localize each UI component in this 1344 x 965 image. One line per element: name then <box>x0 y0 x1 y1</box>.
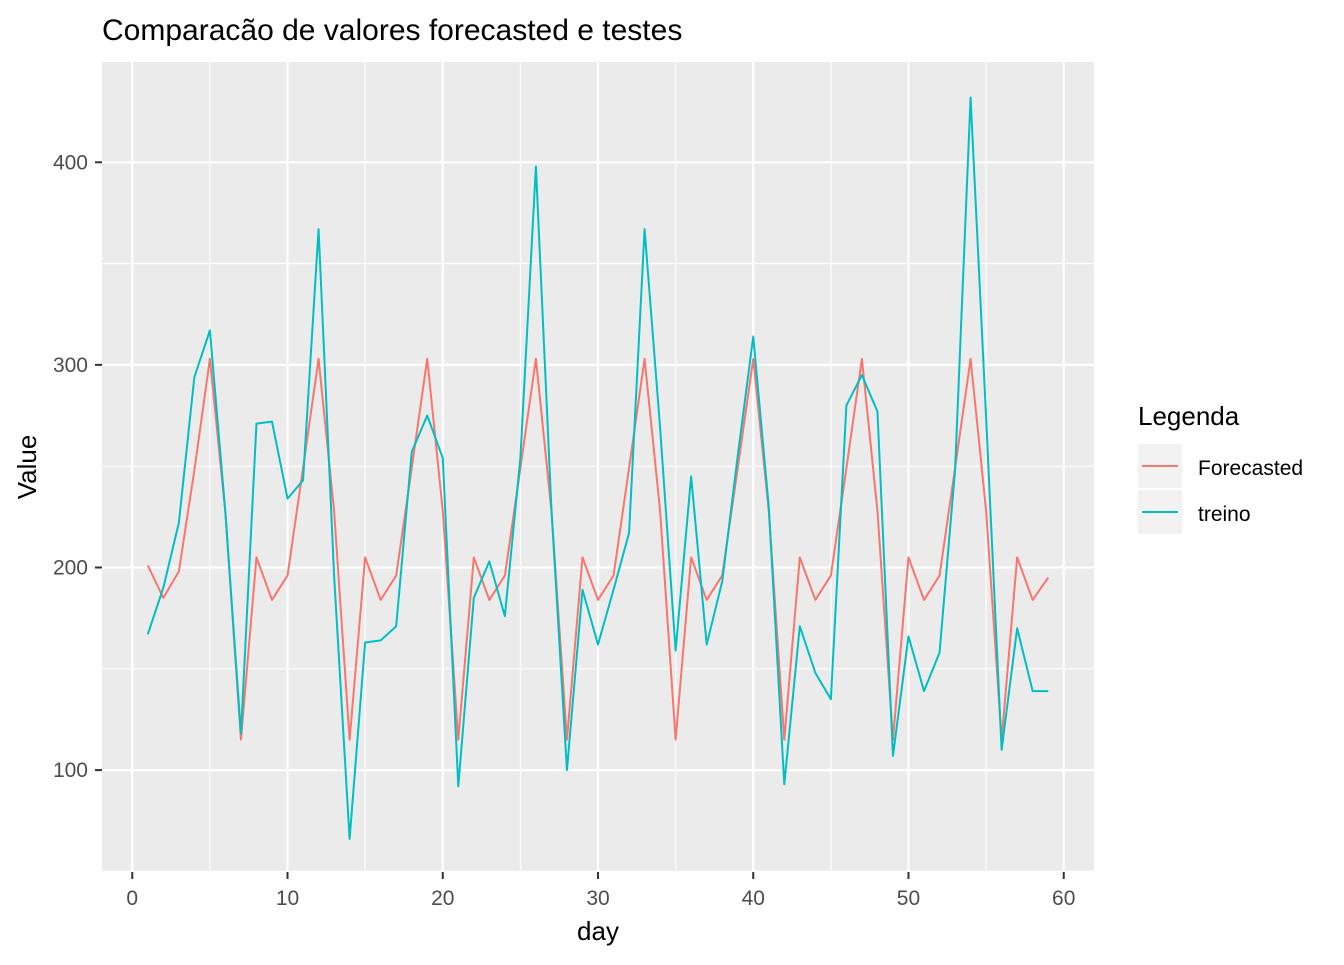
y-tick-label: 300 <box>53 354 88 377</box>
y-tick-label: 100 <box>53 759 88 782</box>
x-tick-label: 50 <box>897 887 920 910</box>
x-axis-label: day <box>577 916 619 946</box>
x-axis: 0 10 20 30 40 50 60 <box>126 872 1075 910</box>
y-axis-label: Value <box>12 435 42 500</box>
series-line-treino <box>146 96 1049 840</box>
y-tick-label: 200 <box>53 556 88 579</box>
y-axis: 100 200 300 400 <box>53 151 102 782</box>
major-gridlines <box>102 62 1094 872</box>
x-tick-label: 10 <box>276 887 299 910</box>
x-tick-label: 40 <box>742 887 765 910</box>
y-tick-label: 400 <box>53 151 88 174</box>
chart-title: Comparacão de valores forecasted e teste… <box>102 14 682 47</box>
series-lines <box>146 96 1050 840</box>
x-tick-label: 20 <box>431 887 454 910</box>
legend: Legenda Forecasted treino <box>1138 401 1303 534</box>
series-line-forecasted <box>146 357 1050 741</box>
legend-label-treino: treino <box>1198 503 1251 526</box>
x-tick-label: 60 <box>1052 887 1075 910</box>
x-tick-label: 30 <box>586 887 609 910</box>
x-tick-label: 0 <box>126 887 138 910</box>
legend-title: Legenda <box>1138 401 1240 431</box>
legend-label-forecasted: Forecasted <box>1198 457 1303 480</box>
